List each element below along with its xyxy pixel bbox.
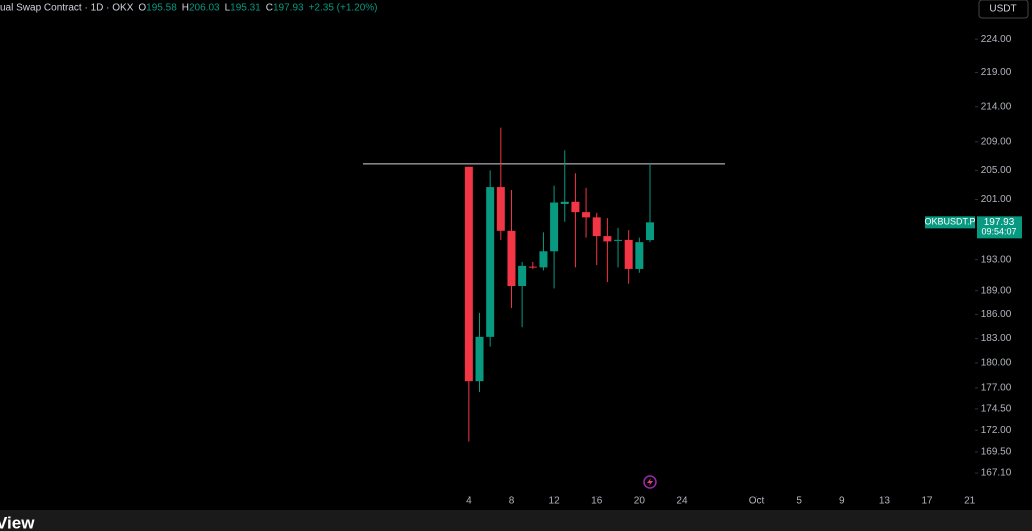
candle-body xyxy=(518,265,527,287)
price-label: 197.93 xyxy=(984,217,1015,228)
h-value: 206.03 xyxy=(189,3,220,14)
l-value: 195.31 xyxy=(230,3,261,14)
price-badge xyxy=(977,216,1022,239)
c-value: 197.93 xyxy=(273,3,304,14)
y-tick-label: 186.00 xyxy=(981,309,1012,320)
event-icon[interactable] xyxy=(643,475,657,489)
y-tick-label: 174.50 xyxy=(981,404,1012,415)
y-tick-label: 214.00 xyxy=(981,101,1012,112)
candle-body xyxy=(646,222,654,241)
candle-body xyxy=(486,187,495,337)
y-tick-label: 201.00 xyxy=(981,194,1012,205)
candle-body xyxy=(539,251,548,268)
x-tick-label: 12 xyxy=(549,496,561,507)
y-tick-label: 224.00 xyxy=(981,34,1012,45)
x-tick-label: 17 xyxy=(921,496,933,507)
symbol-label: OKBUSDT.P xyxy=(924,217,975,227)
x-tick-label: 16 xyxy=(591,496,603,507)
candle-body xyxy=(582,212,591,218)
candle-body xyxy=(560,201,569,204)
y-tick-label: 169.50 xyxy=(981,447,1012,458)
y-tick-label: 193.00 xyxy=(981,254,1012,265)
x-tick-label: 4 xyxy=(466,496,472,507)
y-tick-label: 219.00 xyxy=(981,67,1012,78)
countdown-label: 09:54:07 xyxy=(981,227,1016,237)
symbol-badge xyxy=(925,216,975,229)
symbol-text: ual Swap Contract · 1D · OKX xyxy=(0,3,134,14)
h-label: H xyxy=(182,3,189,14)
x-tick-label: 24 xyxy=(676,496,688,507)
c-label: C xyxy=(266,3,273,14)
candle-body xyxy=(550,202,559,252)
event-icon-bolt xyxy=(647,478,653,486)
candle-body xyxy=(635,242,644,269)
x-tick-label: 21 xyxy=(964,496,976,507)
x-tick-label: 13 xyxy=(879,496,891,507)
brand: View xyxy=(0,513,35,531)
x-tick-label: 8 xyxy=(509,496,515,507)
y-tick-label: 189.00 xyxy=(981,285,1012,296)
candle-body xyxy=(592,217,601,237)
x-tick-label: 5 xyxy=(796,496,802,507)
y-tick-label: 205.00 xyxy=(981,165,1012,176)
candle-body xyxy=(464,166,473,382)
y-tick-label: 183.00 xyxy=(981,333,1012,344)
y-tick-label: 177.00 xyxy=(981,382,1012,393)
o-value: 195.58 xyxy=(146,3,177,14)
y-tick-label: 172.00 xyxy=(981,425,1012,436)
candle-body xyxy=(528,266,537,268)
currency-button[interactable] xyxy=(978,0,1029,19)
o-label: O xyxy=(138,3,146,14)
candle-body xyxy=(614,239,623,241)
l-label: L xyxy=(225,3,231,14)
candle-body xyxy=(507,230,516,287)
header: ual Swap Contract · 1D · OKX O 195.58 H 206… xyxy=(0,3,378,14)
candle-body xyxy=(624,239,633,269)
x-tick-label: Oct xyxy=(749,496,765,507)
y-tick-label: 167.10 xyxy=(981,468,1012,479)
candle-body xyxy=(496,187,505,231)
candle-body xyxy=(603,236,612,242)
y-tick-label: 180.00 xyxy=(981,358,1012,369)
candle-body xyxy=(475,336,484,382)
candle-body xyxy=(571,201,580,213)
currency-label: USDT xyxy=(989,4,1016,15)
y-tick-label: 209.00 xyxy=(981,136,1012,147)
x-tick-label: 20 xyxy=(634,496,646,507)
x-tick-label: 9 xyxy=(839,496,845,507)
change: +2.35 (+1.20%) xyxy=(309,3,378,14)
bottom-bar xyxy=(0,510,1032,531)
